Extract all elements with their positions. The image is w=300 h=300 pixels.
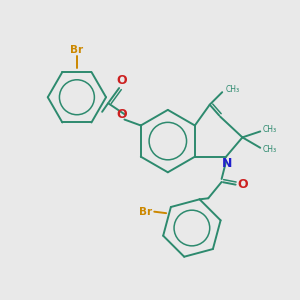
Text: CH₃: CH₃ — [226, 85, 240, 94]
Text: Br: Br — [70, 45, 83, 55]
Text: O: O — [237, 178, 248, 191]
Text: CH₃: CH₃ — [262, 145, 277, 154]
Text: N: N — [222, 157, 232, 170]
Text: O: O — [116, 74, 127, 87]
Text: CH₃: CH₃ — [262, 125, 277, 134]
Text: O: O — [117, 108, 128, 121]
Text: Br: Br — [139, 207, 152, 217]
